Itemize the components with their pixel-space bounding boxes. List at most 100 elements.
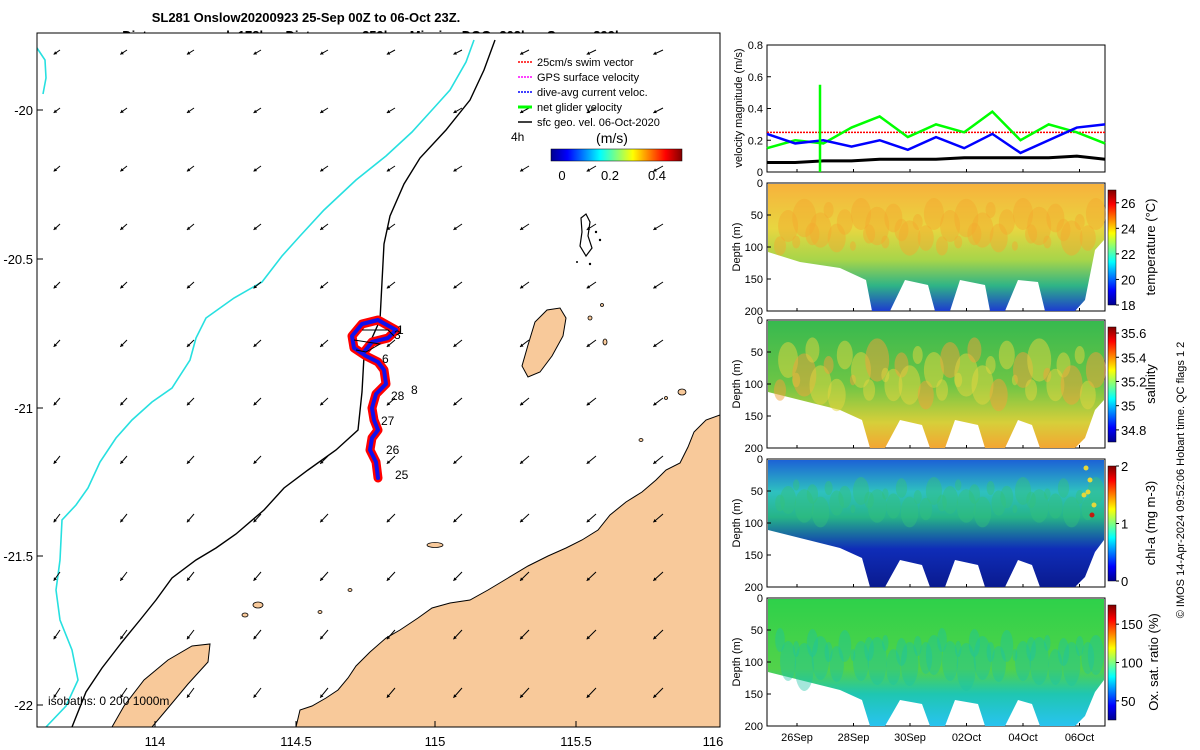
map-x-ticks: 114 114.5 115 115.5 116 — [145, 734, 724, 749]
date-tick: 06Oct — [1065, 732, 1094, 744]
geo-velocity-arrow — [652, 513, 664, 523]
geo-velocity-arrow — [253, 687, 262, 699]
geo-velocity-arrow — [253, 339, 262, 348]
date-tick: 02Oct — [952, 732, 981, 744]
geo-velocity-arrow — [53, 339, 61, 348]
geo-velocity-arrow — [453, 49, 463, 55]
depth-tick: 150 — [745, 689, 763, 701]
date-tick: 28Sep — [838, 732, 870, 744]
isobaths-label: isobaths: 0 200 1000m — [48, 694, 169, 708]
geo-velocity-arrow — [53, 223, 61, 231]
geo-velocity-arrow — [319, 571, 329, 582]
velocity-ytick: 0 — [757, 167, 763, 179]
geo-velocity-arrow — [119, 107, 128, 114]
geo-velocity-arrow — [652, 687, 664, 699]
depth-tick: 100 — [745, 379, 763, 391]
chla-high-dot — [1081, 492, 1087, 498]
map-legend: 25cm/s swim vector GPS surface velocity … — [511, 57, 683, 183]
mainland — [295, 414, 720, 727]
geo-velocity-arrow — [386, 49, 396, 55]
geo-velocity-arrow — [586, 571, 597, 582]
section-panels: Depth (m) temperature (°C) Depth (m) sal… — [731, 169, 1161, 744]
legend-dive-avg: dive-avg current veloc. — [537, 87, 648, 99]
map-panel: 25 26 27 28 8 6 3 1 114 114.5 115 115.5 … — [3, 32, 724, 749]
glider-track — [347, 315, 401, 483]
velocity-series-line — [767, 154, 1106, 164]
geo-velocity-arrow — [119, 571, 128, 582]
map-xtick-116: 116 — [703, 734, 724, 749]
geo-velocity-arrow — [453, 687, 463, 699]
geo-velocity-arrow — [253, 571, 262, 582]
legend-gps-velocity: GPS surface velocity — [537, 72, 640, 84]
geo-velocity-arrow — [253, 629, 262, 640]
geo-velocity-arrow — [253, 49, 262, 55]
colorbar-tick: 22 — [1121, 247, 1135, 262]
oxygen-ylabel: Depth (m) — [731, 638, 743, 687]
map-ytick--20: -20 — [14, 103, 33, 118]
depth-tick: 200 — [745, 582, 763, 594]
depth-tick: 150 — [745, 274, 763, 286]
oxygen-panel: Depth (m) Ox. sat. ratio (%) — [731, 597, 1161, 727]
geo-velocity-arrow — [53, 455, 61, 465]
chla-high-dot — [1091, 502, 1097, 508]
geo-velocity-arrow — [586, 49, 597, 55]
depth-tick: 200 — [745, 443, 763, 455]
geo-velocity-arrow — [53, 687, 61, 699]
geo-velocity-arrow — [119, 455, 128, 465]
chla-colorbar — [1107, 465, 1117, 582]
depth-tick: 150 — [745, 411, 763, 423]
geo-velocity-arrow — [53, 397, 61, 406]
chla-ylabel: Depth (m) — [731, 499, 743, 548]
colorbar-tick: 26 — [1121, 196, 1135, 211]
geo-velocity-arrow — [53, 571, 61, 582]
velocity-panel: 0 0.2 0.4 0.6 0.8 velocity magnitude (m/s) — [733, 40, 1106, 179]
date-tick: 26Sep — [781, 732, 813, 744]
geo-velocity-arrow — [319, 513, 329, 523]
day-label-8: 8 — [411, 383, 418, 397]
velocity-series-line — [766, 123, 1106, 155]
geo-velocity-arrow — [519, 397, 530, 406]
geo-velocity-arrow — [453, 629, 463, 640]
geo-velocity-arrow — [386, 629, 396, 640]
geo-velocity-arrow — [519, 513, 530, 523]
chla-high-dot — [1085, 489, 1091, 495]
geo-velocity-arrow — [653, 455, 664, 465]
track-day-labels: 25 26 27 28 8 6 3 1 — [381, 323, 418, 482]
velocity-y-ticks: 0 0.2 0.4 0.6 0.8 — [748, 40, 771, 179]
geo-velocity-arrow — [386, 107, 396, 114]
geo-velocity-arrow — [386, 165, 396, 172]
geo-velocity-arrow — [53, 49, 61, 55]
geo-velocity-arrow — [386, 455, 396, 465]
geo-velocity-arrow — [386, 223, 396, 231]
geo-velocity-arrow — [53, 165, 61, 172]
depth-tick: 50 — [751, 625, 763, 637]
geo-velocity-arrow — [119, 339, 128, 348]
geo-velocity-arrow — [386, 513, 396, 523]
geo-velocity-arrow — [453, 107, 463, 114]
legend-net-velocity: net glider velocity — [537, 102, 622, 114]
geo-velocity-arrow — [319, 107, 329, 114]
map-colorbar-tick-0: 0 — [558, 168, 565, 183]
geo-velocity-arrow — [186, 455, 195, 465]
geo-velocity-arrow — [586, 281, 597, 289]
colorbar-tick: 35 — [1121, 399, 1135, 414]
geo-velocity-arrow — [653, 49, 664, 55]
geo-velocity-arrow — [519, 687, 530, 699]
map-ytick--21: -21 — [14, 401, 33, 416]
geo-velocity-arrow — [319, 687, 329, 699]
geo-velocity-arrow — [319, 455, 329, 465]
chla-high-dot — [1083, 465, 1089, 471]
geo-velocity-arrow — [453, 281, 463, 289]
geo-velocity-arrow — [586, 339, 597, 348]
velocity-frame — [766, 44, 1106, 173]
legend-geo-velocity: sfc geo. vel. 06-Oct-2020 — [537, 117, 660, 129]
geo-velocity-arrow — [453, 571, 463, 582]
geo-velocity-arrow — [653, 397, 664, 406]
colorbar-tick: 20 — [1121, 272, 1135, 287]
date-tick: 30Sep — [894, 732, 926, 744]
geo-velocity-arrow — [253, 513, 262, 523]
coastal-island — [111, 643, 211, 727]
geo-velocity-arrow — [519, 107, 530, 114]
map-colorbar — [550, 148, 683, 162]
